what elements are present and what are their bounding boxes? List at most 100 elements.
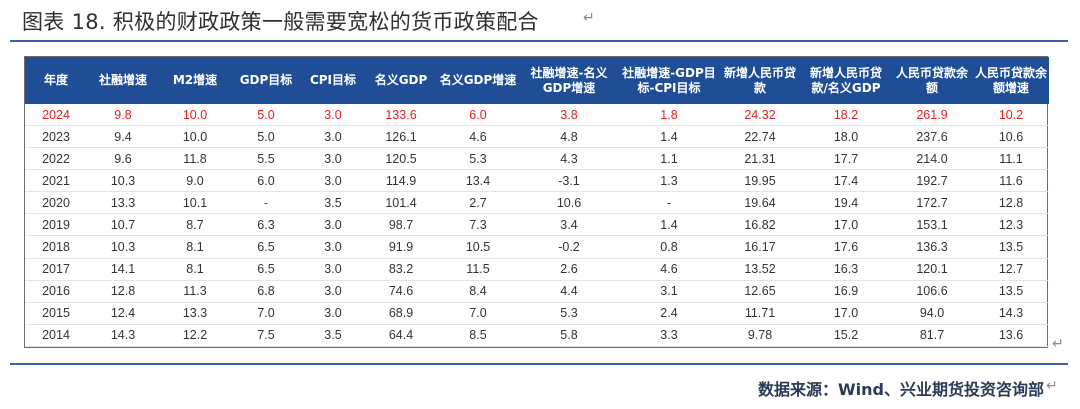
table-cell: 10.3 [87,235,159,259]
column-header: 新增人民币贷款/名义GDP [809,65,882,95]
table-row: 2019 10.7 8.7 6.3 3.0 98.7 7.3 3.4 1.4 16.82 17.0 1… [25,213,1049,237]
table-cell: 13.5 [973,235,1049,259]
table-cell: 12.65 [719,280,801,303]
table-cell: 11.1 [973,147,1049,171]
table-cell: 21.31 [719,147,801,171]
column-header: 年度 [43,73,68,87]
table-cell: 5.0 [231,125,301,149]
table-cell: 2.6 [519,258,619,281]
table-cell: 22.74 [719,125,801,149]
table-cell: 237.6 [891,125,973,149]
table-cell: 5.8 [519,324,619,348]
table-cell: 7.0 [437,302,519,325]
year-cell: 2020 [25,191,87,215]
table-cell: 10.2 [973,104,1049,127]
column-header: 名义GDP [374,73,428,87]
table-cell: 6.5 [231,235,301,259]
return-mark-icon: ↵ [583,10,595,26]
column-header: CPI目标 [309,73,357,87]
table-cell: 17.4 [801,169,891,193]
table-cell: 24.32 [719,104,801,127]
table-cell: 11.8 [159,147,231,171]
table-cell: 6.0 [231,169,301,193]
column-header: 社融增速-名义GDP增速 [530,65,608,95]
table-row: 2017 14.1 8.1 6.5 3.0 83.2 11.5 2.6 4.6 13.52 16.3… [25,258,1049,281]
table-cell: 4.6 [619,258,719,281]
table-cell: 12.4 [87,302,159,325]
table-row: 2014 14.3 12.2 7.5 3.5 64.4 8.5 5.8 3.3 9.78 15.2 8… [25,324,1049,348]
table-cell: 17.6 [801,235,891,259]
table-cell: 4.6 [437,125,519,149]
table-cell: 0.8 [619,235,719,259]
table-cell: 106.6 [891,280,973,303]
table-cell: 12.3 [973,213,1049,237]
table-cell: 214.0 [891,147,973,171]
table-cell: 1.4 [619,125,719,149]
year-cell: 2022 [25,147,87,171]
year-cell: 2023 [25,125,87,149]
table-cell: 6.5 [231,258,301,281]
table-cell: - [231,191,301,215]
year-cell: 2015 [25,302,87,325]
table-cell: 10.1 [159,191,231,215]
table-cell: 114.9 [365,169,437,193]
table-cell: 14.3 [87,324,159,348]
table-cell: -3.1 [519,169,619,193]
table-cell: 7.3 [437,213,519,237]
year-cell: 2017 [25,258,87,281]
table-cell: 10.6 [519,191,619,215]
table-cell: 3.5 [301,324,365,348]
table-cell: 6.0 [437,104,519,127]
year-cell: 2019 [25,213,87,237]
table-cell: 6.3 [231,213,301,237]
title-divider [10,40,1068,42]
table-cell: - [619,191,719,215]
table-cell: 16.17 [719,235,801,259]
table-cell: 12.7 [973,258,1049,281]
table-cell: 136.3 [891,235,973,259]
table-cell: 2.7 [437,191,519,215]
column-header: 名义GDP增速 [439,73,517,87]
table-cell: 3.0 [301,125,365,149]
table-cell: 261.9 [891,104,973,127]
table-cell: 19.95 [719,169,801,193]
table-cell: 6.8 [231,280,301,303]
table-cell: 8.4 [437,280,519,303]
table-cell: 1.1 [619,147,719,171]
table-cell: 81.7 [891,324,973,348]
table-cell: 11.3 [159,280,231,303]
table-cell: 91.9 [365,235,437,259]
table-cell: 8.1 [159,258,231,281]
table-row: 2024 9.8 10.0 5.0 3.0 133.6 6.0 3.8 1.8 24.32 18.2… [25,104,1049,127]
table-cell: 10.5 [437,235,519,259]
table-body: 2024 9.8 10.0 5.0 3.0 133.6 6.0 3.8 1.8 24.32 18.2… [25,104,1049,348]
year-cell: 2016 [25,280,87,303]
table-cell: 192.7 [891,169,973,193]
table-cell: 3.0 [301,213,365,237]
table-cell: 2.4 [619,302,719,325]
year-cell: 2021 [25,169,87,193]
table-cell: 11.6 [973,169,1049,193]
table-cell: 11.5 [437,258,519,281]
table-cell: 3.0 [301,147,365,171]
column-header: 社融增速-GDP目标-CPI目标 [622,65,716,95]
table-cell: 126.1 [365,125,437,149]
table-cell: 9.6 [87,147,159,171]
table-cell: 14.1 [87,258,159,281]
table-row: 2020 13.3 10.1-3.5 101.4 2.7 10.6-19.64 19.4 17… [25,191,1049,215]
column-header: M2增速 [172,73,218,87]
column-header: 新增人民币贷款 [723,65,796,95]
return-mark-icon: ↵ [1046,378,1058,394]
table-cell: 5.3 [437,147,519,171]
table-cell: 3.0 [301,302,365,325]
data-table-container: 年度 社融增速 M2增速 GDP目标 CPI目标 名义GDP 名义GDP增速 社融增速-名义G… [24,56,1049,348]
table-row: 2023 9.4 10.0 5.0 3.0 126.1 4.6 4.8 1.4 22.74 18.0… [25,125,1049,149]
table-cell: 98.7 [365,213,437,237]
table-row: 2022 9.6 11.8 5.5 3.0 120.5 5.3 4.3 1.1 21.31 17.7… [25,147,1049,171]
table-cell: 5.0 [231,104,301,127]
table-cell: 11.71 [719,302,801,325]
table-row: 2016 12.8 11.3 6.8 3.0 74.6 8.4 4.4 3.1 12.65 16.9… [25,280,1049,303]
table-cell: 1.3 [619,169,719,193]
table-cell: 3.1 [619,280,719,303]
table-cell: 8.1 [159,235,231,259]
